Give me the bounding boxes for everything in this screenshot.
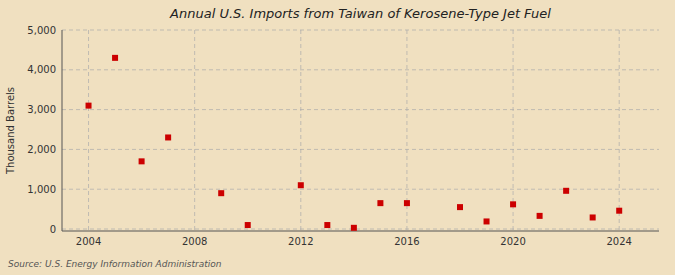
y-grid-line — [62, 30, 659, 31]
point — [218, 190, 224, 196]
point — [112, 55, 118, 61]
background — [0, 0, 675, 275]
point — [139, 158, 145, 164]
x-grid-line — [194, 30, 195, 231]
point — [298, 182, 304, 188]
x-tick-label: 2020 — [500, 236, 525, 247]
y-tick-label: 5,000 — [27, 25, 56, 36]
y-grid-line — [62, 69, 659, 70]
source-note: Source: U.S. Energy Information Administ… — [8, 259, 222, 269]
point — [457, 204, 463, 210]
grid — [62, 30, 659, 231]
point — [245, 222, 251, 228]
point — [537, 213, 543, 219]
point — [351, 225, 357, 231]
x-tick-label: 2016 — [394, 236, 419, 247]
y-axis-line — [62, 30, 63, 231]
title: Annual U.S. Imports from Taiwan of Keros… — [169, 6, 551, 21]
x-grid-line — [88, 30, 89, 231]
x-grid-line — [300, 30, 301, 231]
x-tick-label: 2012 — [288, 236, 313, 247]
point — [404, 200, 410, 206]
y-grid-line — [62, 109, 659, 110]
x-grid-line — [619, 30, 620, 231]
point — [510, 201, 516, 207]
y-tick-label: 1,000 — [27, 184, 56, 195]
marks — [86, 55, 623, 231]
point — [484, 218, 490, 224]
y-tick-label: 0 — [50, 224, 56, 235]
x-tick-label: 2024 — [606, 236, 631, 247]
point — [616, 208, 622, 214]
point — [377, 200, 383, 206]
x-grid-line — [513, 30, 514, 231]
point — [324, 222, 330, 228]
point — [165, 134, 171, 140]
chart: 0 1,000 2,000 3,000 4,000 5,000 2004 2008 2012 20… — [0, 0, 675, 275]
y-tick-label: 2,000 — [27, 144, 56, 155]
point — [86, 103, 92, 109]
point — [590, 214, 596, 220]
x-tick-label: 2008 — [182, 236, 207, 247]
y-grid-line — [62, 189, 659, 190]
y-tick-label: 4,000 — [27, 64, 56, 75]
point — [563, 188, 569, 194]
y-tick-label: 3,000 — [27, 104, 56, 115]
x-axis-line — [62, 231, 659, 232]
y-grid-line — [62, 149, 659, 150]
y-grid-line — [62, 229, 659, 230]
x-tick-label: 2004 — [76, 236, 101, 247]
y-axis-label: Thousand Barrels — [5, 87, 16, 175]
